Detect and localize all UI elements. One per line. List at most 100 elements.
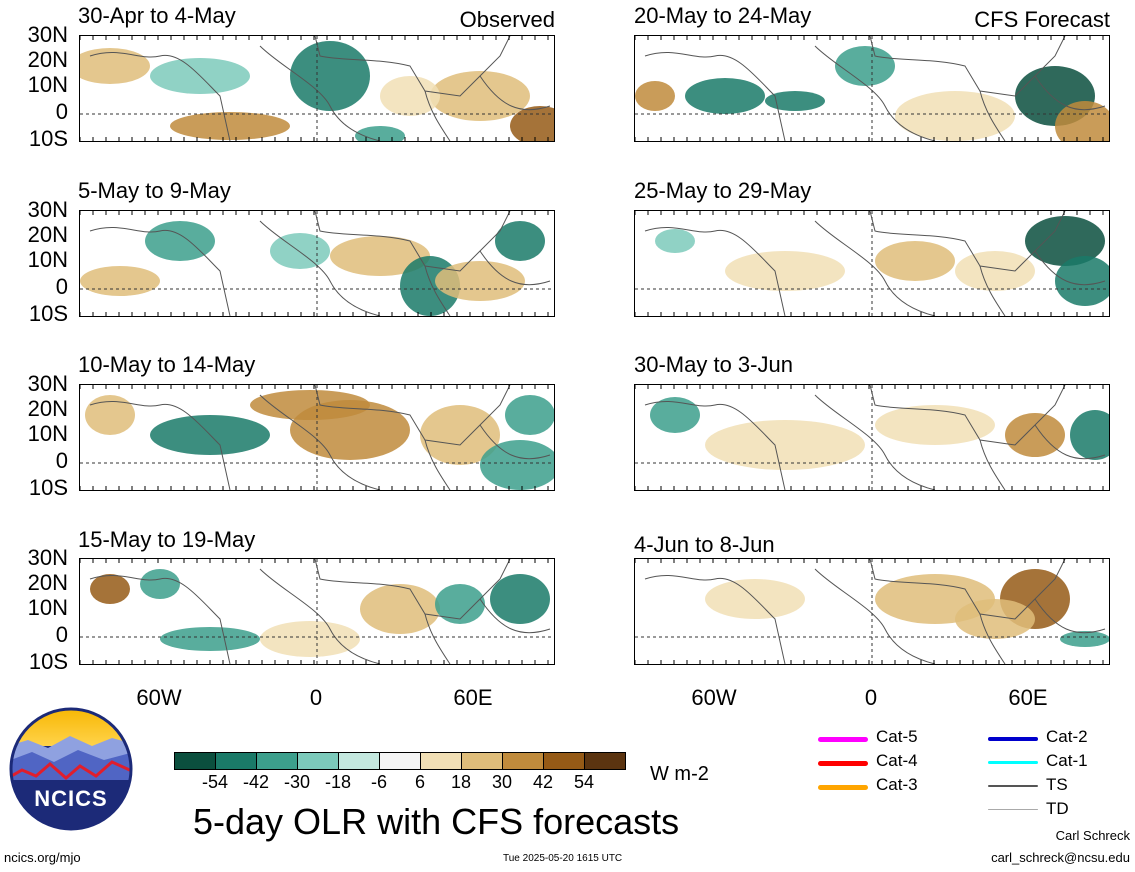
coastline [869,211,1066,272]
colorbar-tick-label: -6 [370,772,387,792]
lat-label: 10N [27,247,68,272]
olr-anomaly-region [290,41,370,111]
olr-anomaly-region [635,81,675,111]
olr-anomaly-region [80,266,160,296]
coastline [869,36,1066,97]
colorbar-swatch [379,752,421,770]
olr-anomaly-region [1060,631,1109,647]
colorbar-swatch [502,752,544,770]
cfs-forecast-label: CFS Forecast [974,7,1110,32]
olr-map [635,385,1109,490]
olr-anomaly-region [505,395,554,435]
olr-anomaly-region [835,46,895,86]
lon-label: 0 [309,685,323,710]
coastline [424,90,451,141]
olr-anomaly-region [430,71,530,121]
lat-label: 10N [27,595,68,620]
colorbar-swatch [215,752,257,770]
lat-label: 20N [27,47,68,72]
map-panel [634,35,1110,142]
coastline [814,45,936,141]
map-panel [634,384,1110,491]
lat-label: 0 [55,99,68,124]
olr-map [80,559,554,664]
coastline [979,90,1006,141]
storm-legend-line [818,761,868,766]
olr-anomaly-region [1055,256,1109,306]
coastline [479,75,551,111]
coastline [89,401,231,490]
footer-email[interactable]: carl_schreck@ncsu.edu [991,850,1130,865]
olr-anomaly-region [495,221,545,261]
coastline [479,598,551,634]
coastline [479,424,551,460]
coastline [89,575,231,664]
colorbar [174,752,626,770]
olr-map [80,36,554,141]
colorbar-swatch [256,752,298,770]
lat-label: 20N [27,222,68,247]
olr-anomaly-region [160,627,260,651]
map-panel [79,35,555,142]
coastline [89,227,231,316]
coastline [1034,598,1106,634]
coastline [314,385,511,446]
panel-title: 15-May to 19-May [78,527,256,552]
coastline [424,265,451,316]
coastline [869,559,1066,620]
coastline [259,220,381,316]
panel-title: 25-May to 29-May [634,178,812,203]
coastline [1034,75,1106,111]
coastline [314,36,511,97]
lon-label: 0 [864,685,878,710]
coastline [1034,424,1106,460]
olr-anomaly-region [140,569,180,599]
colorbar-unit: W m-2 [650,763,709,785]
lat-label: 30N [27,545,68,570]
storm-legend-line [818,785,868,790]
colorbar-ticks: -54 -42 -30 -18 -6 6 18 30 42 54 [174,772,625,794]
map-panel [79,210,555,317]
coastline [979,265,1006,316]
map-panel [634,210,1110,317]
storm-legend-line [988,809,1038,810]
olr-map [635,211,1109,316]
olr-anomaly-region [270,233,330,269]
lat-label: 30N [27,197,68,222]
map-panel [634,558,1110,665]
olr-anomaly-region [875,405,995,445]
olr-anomaly-region [360,584,440,634]
footer-timestamp: Tue 2025-05-20 1615 UTC [503,853,623,864]
lat-label: 0 [55,274,68,299]
coastline [644,227,786,316]
olr-anomaly-region [1070,410,1109,460]
olr-anomaly-region [895,91,1015,141]
colorbar-swatch [584,752,626,770]
lat-label: 30N [27,22,68,47]
colorbar-swatch [461,752,503,770]
coastline [814,220,936,316]
olr-anomaly-region [955,599,1035,639]
storm-legend-label: Cat-2 [1046,727,1088,746]
coastline [644,575,786,664]
storm-legend-line [988,737,1038,741]
colorbar-swatch [297,752,339,770]
coastline [259,45,381,141]
olr-anomaly-region [875,241,955,281]
storm-legend-label: Cat-5 [876,727,918,746]
olr-anomaly-region [725,251,845,291]
panel-title: 4-Jun to 8-Jun [634,532,775,557]
footer-url[interactable]: ncics.org/mjo [4,850,81,865]
lat-label: 10N [27,421,68,446]
olr-anomaly-region [490,574,550,624]
coastline [644,401,786,490]
colorbar-tick-label: 42 [532,772,554,792]
olr-anomaly-region [80,48,150,84]
colorbar-tick-label: 18 [450,772,472,792]
coastline [979,439,1006,490]
lat-label: 10S [28,301,68,326]
olr-anomaly-region [260,621,360,657]
olr-anomaly-region [480,440,554,490]
olr-anomaly-region [1025,216,1105,266]
olr-anomaly-region [650,397,700,433]
